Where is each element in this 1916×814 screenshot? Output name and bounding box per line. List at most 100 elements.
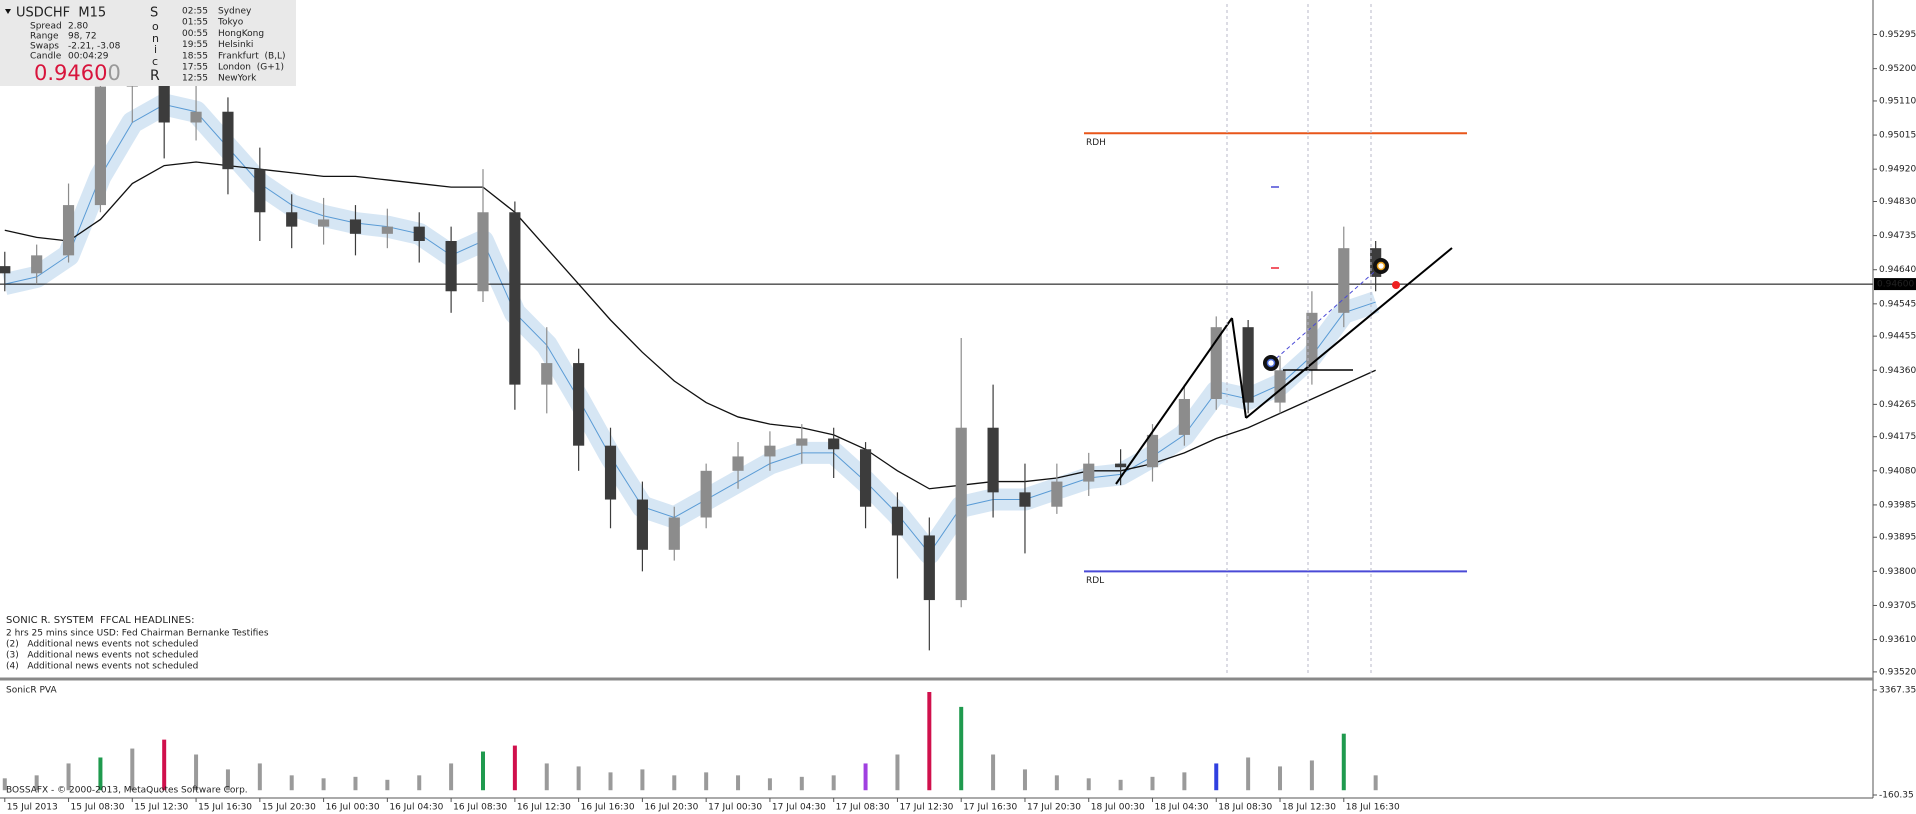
clock-city: HongKong bbox=[218, 29, 264, 39]
volume-bar bbox=[799, 776, 804, 791]
candle-body bbox=[923, 535, 935, 601]
y-tick-label: 0.93895 bbox=[1879, 533, 1916, 543]
y-tick-label: 0.94080 bbox=[1879, 466, 1916, 476]
candle-body bbox=[700, 470, 712, 518]
candle-body bbox=[668, 517, 680, 550]
stat-value: -2.21, -3.08 bbox=[68, 42, 121, 52]
y-tick-label: 0.95110 bbox=[1879, 96, 1916, 106]
volume-bar bbox=[2, 778, 7, 791]
clock-city: London (G+1) bbox=[218, 63, 284, 73]
candle-body bbox=[318, 219, 330, 227]
stat-label: Swaps bbox=[30, 42, 59, 52]
y-tick-label: 0.93985 bbox=[1879, 500, 1916, 510]
clock-time: 18:55 bbox=[182, 51, 208, 61]
volume-bar bbox=[194, 754, 199, 791]
headline: (2) Additional news events not scheduled bbox=[6, 640, 198, 650]
x-tick-label: 15 Jul 20:30 bbox=[262, 803, 316, 813]
headline: (4) Additional news events not scheduled bbox=[6, 662, 198, 672]
candle-body bbox=[573, 363, 585, 446]
y-tick-label: 0.94175 bbox=[1879, 432, 1916, 442]
marker bbox=[1266, 358, 1276, 368]
candle-body bbox=[254, 169, 266, 213]
volume-bar bbox=[544, 763, 549, 791]
indicator-title: SonicR PVA bbox=[6, 686, 57, 696]
info-box: USDCHF M15 Spread 2.80 Range 98, 72 Swap… bbox=[0, 0, 296, 86]
sonic-letter: o bbox=[152, 20, 159, 33]
y-tick-label: -160.35 bbox=[1879, 791, 1914, 801]
x-tick-label: 18 Jul 00:30 bbox=[1091, 803, 1145, 813]
volume-bar bbox=[321, 778, 326, 791]
volume-bar bbox=[162, 739, 167, 791]
volume-bar bbox=[225, 769, 230, 791]
current-price-label: 0.94600 bbox=[1877, 280, 1914, 290]
volume-bar bbox=[1278, 766, 1283, 791]
y-tick-label: 0.95295 bbox=[1879, 30, 1916, 40]
headline-title: SONIC R. SYSTEM FFCAL HEADLINES: bbox=[6, 615, 194, 626]
volume-bar bbox=[1246, 757, 1251, 791]
x-tick-label: 18 Jul 04:30 bbox=[1154, 803, 1208, 813]
candle-body bbox=[413, 226, 425, 241]
candle-body bbox=[94, 86, 107, 206]
y-tick-label: 0.94360 bbox=[1879, 366, 1916, 376]
volume-bar bbox=[1086, 778, 1091, 791]
volume-bar bbox=[34, 775, 39, 791]
x-tick-label: 16 Jul 08:30 bbox=[453, 803, 507, 813]
drawings bbox=[1115, 186, 1453, 485]
session-lines bbox=[1226, 4, 1372, 676]
sonic-letter: c bbox=[152, 55, 158, 68]
stat-label: Range bbox=[30, 32, 59, 42]
candle-body bbox=[381, 226, 393, 234]
volume-bar bbox=[1309, 760, 1314, 791]
x-tick-label: 18 Jul 16:30 bbox=[1346, 803, 1400, 813]
copyright: BOSSAFX - © 2000-2013, MetaQuotes Softwa… bbox=[6, 786, 248, 796]
y-tick-label: 0.94735 bbox=[1879, 231, 1916, 241]
sonic-letter: R bbox=[150, 68, 160, 84]
candle-body bbox=[190, 111, 202, 123]
headline: 2 hrs 25 mins since USD: Fed Chairman Be… bbox=[6, 629, 269, 639]
volume-bar bbox=[1373, 775, 1378, 791]
stat-label: Spread bbox=[30, 22, 62, 32]
volume-bar bbox=[576, 766, 581, 791]
volume-bar bbox=[863, 763, 868, 791]
y-tick-label: 0.93705 bbox=[1879, 601, 1916, 611]
candle-body bbox=[286, 212, 298, 227]
x-tick-label: 16 Jul 20:30 bbox=[644, 803, 698, 813]
volume-bar bbox=[640, 769, 645, 791]
y-tick-label: 0.93610 bbox=[1879, 635, 1916, 645]
candle-body bbox=[1210, 327, 1222, 399]
clock-time: 01:55 bbox=[182, 18, 208, 28]
clock-city: Helsinki bbox=[218, 40, 253, 50]
candle-body bbox=[604, 445, 617, 500]
volume-bar bbox=[704, 772, 709, 791]
y-tick-label: 0.93520 bbox=[1879, 667, 1916, 677]
volume-bar bbox=[895, 754, 900, 791]
volume-bar bbox=[608, 772, 613, 791]
x-tick-label: 16 Jul 04:30 bbox=[389, 803, 443, 813]
x-tick-label: 17 Jul 20:30 bbox=[1027, 803, 1081, 813]
current-price-box bbox=[1874, 278, 1916, 291]
clock-city: Frankfurt (B,L) bbox=[218, 51, 286, 61]
sonic-letter: S bbox=[150, 6, 158, 21]
x-tick-label: 15 Jul 12:30 bbox=[134, 803, 188, 813]
y-tick-label: 3367.35 bbox=[1879, 686, 1916, 696]
clock-time: 02:55 bbox=[182, 7, 208, 17]
candle-body bbox=[828, 438, 840, 450]
x-tick-label: 16 Jul 12:30 bbox=[517, 803, 571, 813]
candle-body bbox=[62, 205, 75, 256]
candle-body bbox=[1274, 370, 1286, 403]
x-tick-label: 18 Jul 08:30 bbox=[1218, 803, 1272, 813]
x-tick-label: 18 Jul 12:30 bbox=[1282, 803, 1336, 813]
volume-bar bbox=[1054, 775, 1059, 791]
clock-city: Sydney bbox=[218, 7, 252, 17]
y-tick-label: 0.93800 bbox=[1879, 567, 1916, 577]
candle-body bbox=[859, 449, 872, 507]
candle-body bbox=[955, 427, 967, 601]
clock-time: 12:55 bbox=[182, 74, 208, 84]
volume-bar bbox=[767, 778, 772, 791]
candle-body bbox=[1146, 434, 1159, 468]
sonic-letter: i bbox=[154, 43, 157, 56]
volume-bar bbox=[736, 775, 741, 791]
y-tick-label: 0.94455 bbox=[1879, 332, 1916, 342]
trendline bbox=[1115, 317, 1233, 485]
